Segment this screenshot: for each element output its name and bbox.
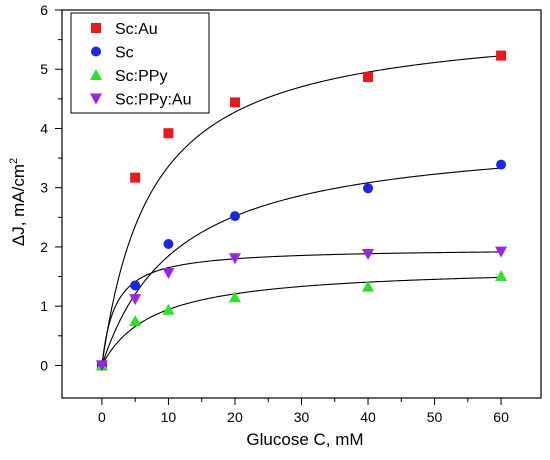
- data-point-sc-ppy: [228, 291, 241, 303]
- data-point-sc-au: [496, 50, 507, 61]
- data-point-sc: [229, 211, 240, 222]
- x-tick-label: 10: [161, 409, 177, 425]
- data-point-sc-ppy-au: [129, 294, 142, 306]
- x-tick-label: 20: [227, 409, 243, 425]
- data-point-sc-ppy-au: [95, 360, 108, 372]
- x-axis-title: Glucose C, mM: [246, 430, 363, 449]
- data-point-sc: [363, 183, 374, 194]
- data-point-sc-au: [363, 71, 374, 82]
- y-tick-label: 5: [40, 61, 48, 77]
- data-point-sc-ppy: [362, 280, 375, 292]
- y-tick-label: 2: [40, 239, 48, 255]
- data-point-sc-ppy-au: [228, 253, 241, 265]
- data-point-sc-au: [229, 97, 240, 108]
- data-point-sc: [130, 280, 141, 291]
- data-point-sc-ppy: [495, 269, 508, 281]
- legend-label-sc: Sc: [115, 45, 134, 62]
- data-point-sc-ppy-au: [162, 268, 175, 280]
- legend-marker-sc: [91, 46, 101, 57]
- fit-curve-sc: [101, 167, 502, 366]
- legend-label-sc-ppy: Sc:PPy: [115, 68, 167, 85]
- legend-marker-sc-ppy: [90, 69, 102, 80]
- data-point-sc-ppy: [162, 303, 175, 315]
- fit-curve-sc-ppy-au: [101, 251, 502, 366]
- y-tick-label: 4: [40, 120, 48, 136]
- x-tick-label: 30: [294, 409, 310, 425]
- y-tick-label: 6: [40, 2, 48, 18]
- y-tick-label: 1: [40, 298, 48, 314]
- legend-label-sc-ppy-au: Sc:PPy:Au: [115, 92, 191, 109]
- legend-label-sc-au: Sc:Au: [115, 21, 158, 38]
- y-tick-label: 3: [40, 180, 48, 196]
- y-tick-label: 0: [40, 357, 48, 373]
- x-tick-label: 60: [493, 409, 509, 425]
- data-point-sc-ppy: [129, 314, 142, 326]
- y-axis-title: ΔJ, mA/cm2: [8, 158, 28, 246]
- data-point-sc-ppy-au: [362, 249, 375, 261]
- data-point-sc: [163, 238, 174, 249]
- x-tick-label: 40: [360, 409, 376, 425]
- legend-marker-sc-au: [91, 23, 101, 33]
- data-point-sc-au: [130, 172, 141, 183]
- data-point-sc: [496, 159, 507, 170]
- fit-curve-sc-ppy: [101, 276, 502, 366]
- y-axis-title-superscript: 2: [8, 158, 20, 164]
- fit-curve-sc-au: [101, 55, 502, 366]
- data-point-sc-au: [163, 128, 174, 139]
- x-tick-label: 50: [427, 409, 443, 425]
- legend-marker-sc-ppy-au: [90, 93, 102, 105]
- y-axis-title-main: ΔJ, mA/cm: [9, 164, 28, 246]
- x-tick-label: 0: [98, 409, 106, 425]
- data-point-sc-ppy-au: [495, 246, 508, 258]
